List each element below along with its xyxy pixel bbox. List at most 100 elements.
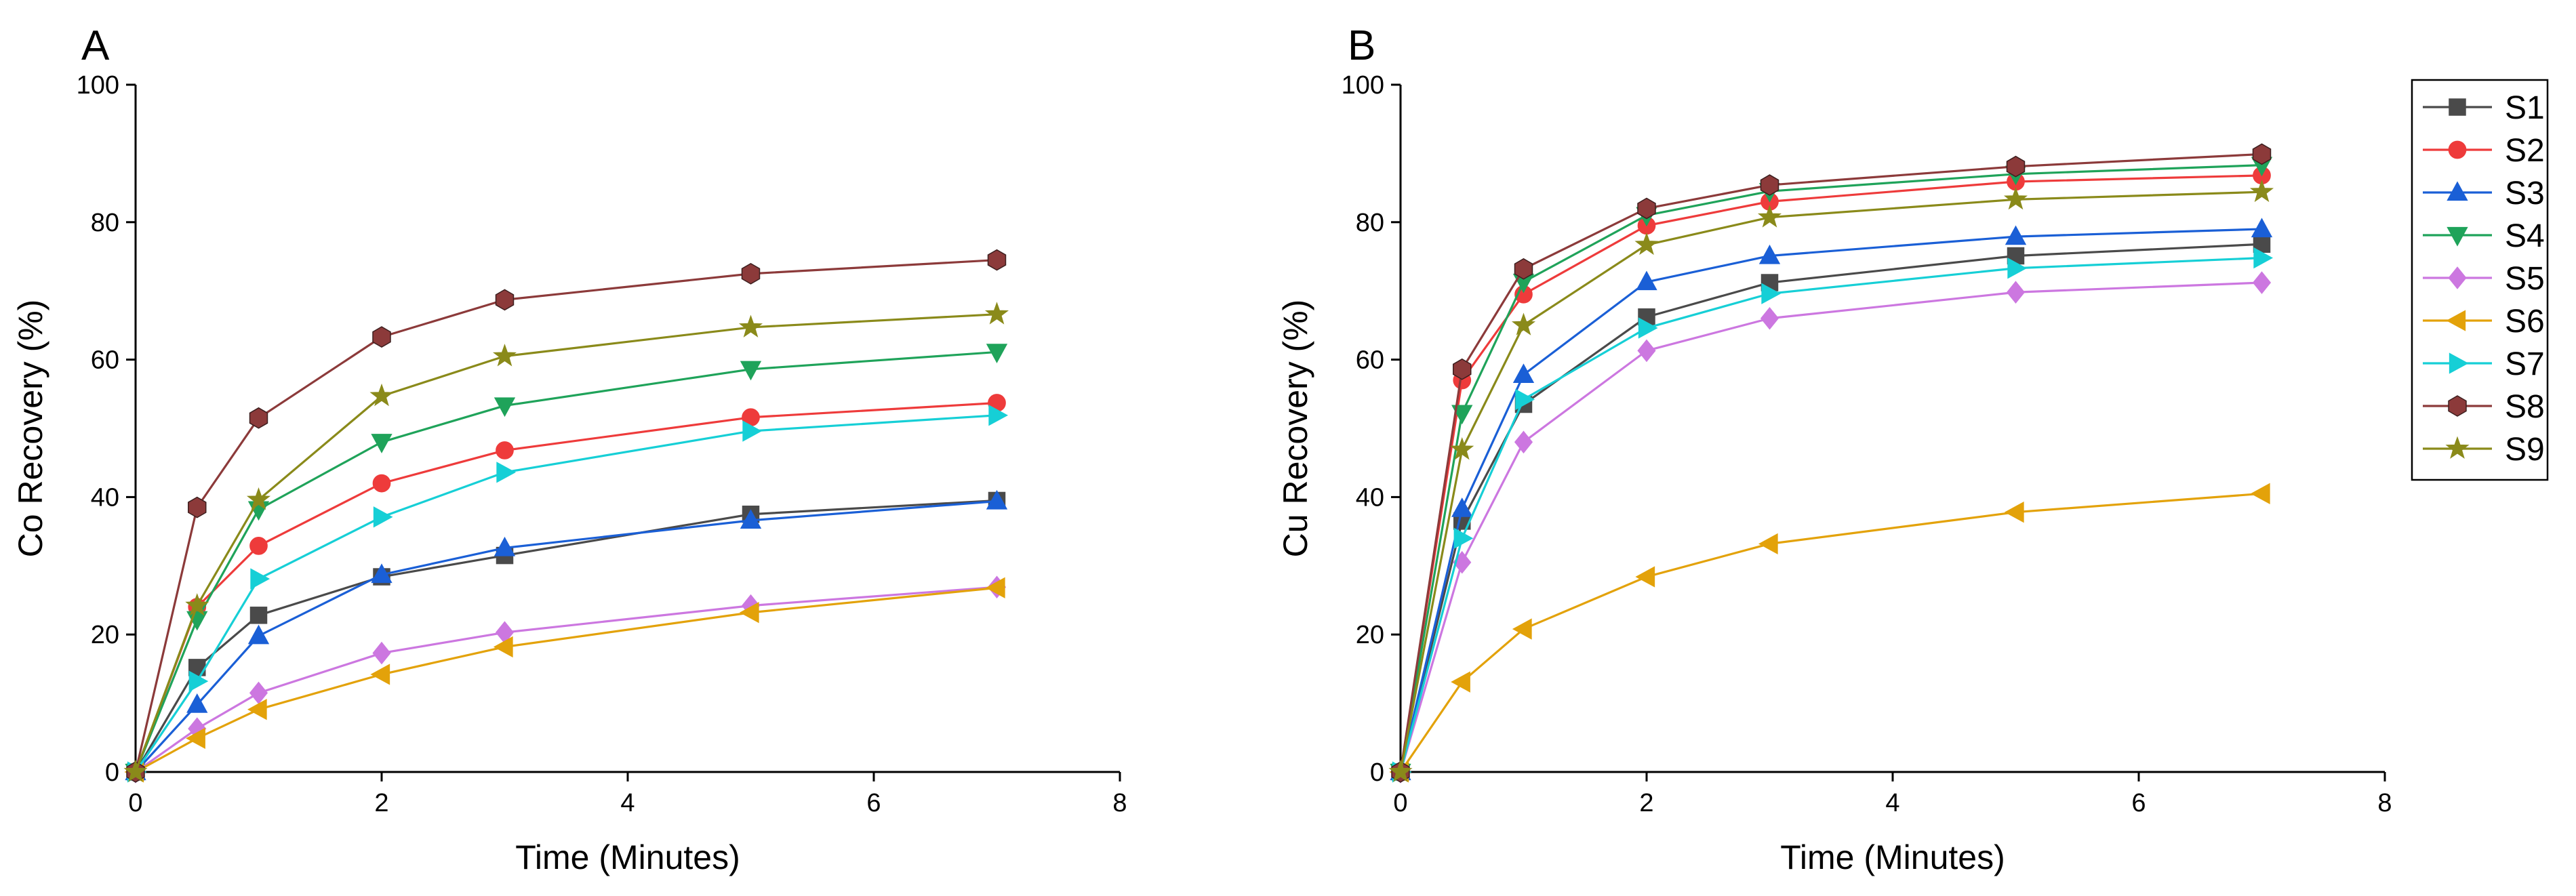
data-point-s3	[986, 489, 1008, 510]
legend-marker-s7	[2449, 352, 2469, 374]
data-point-s7	[373, 506, 393, 528]
data-point-s2	[372, 474, 391, 493]
legend-label: S2	[2505, 133, 2545, 169]
x-tick-label: 2	[1639, 789, 1653, 817]
data-point-s5	[1637, 339, 1656, 363]
data-point-s7	[1761, 283, 1782, 304]
legend-marker-s6	[2446, 310, 2466, 331]
legend-label: S1	[2505, 90, 2545, 126]
series-s3	[125, 489, 1008, 781]
data-point-s8	[1760, 174, 1779, 196]
legend-marker-s2	[2448, 140, 2467, 159]
series-line-s5	[1399, 281, 2262, 773]
series-line-s7	[1399, 256, 2262, 773]
legend-label: S3	[2505, 176, 2545, 211]
data-point-s6	[493, 636, 513, 658]
legend-label: S4	[2505, 218, 2545, 254]
data-point-s9	[246, 487, 271, 510]
data-point-s5	[2252, 271, 2272, 294]
data-point-s2	[496, 441, 514, 460]
series-s5	[1391, 271, 2272, 783]
legend-item-s8: S8	[2423, 389, 2545, 425]
y-axis-title: Cu Recovery (%)	[1276, 300, 1314, 558]
legend-box	[2411, 79, 2549, 481]
series-line-s3	[1399, 228, 2262, 773]
y-tick-label: 100	[77, 71, 119, 100]
y-tick-label: 0	[1370, 758, 1384, 787]
legend-label: S6	[2505, 304, 2545, 340]
data-point-s9	[984, 302, 1009, 325]
panel-label-a: A	[81, 22, 110, 69]
data-point-s5	[372, 641, 391, 665]
data-point-s3	[186, 693, 208, 713]
legend: S1 S2 S3 S4 S5 S6 S7 S8 S9	[2411, 79, 2549, 481]
data-point-s4	[494, 397, 516, 418]
data-point-s5	[1514, 430, 1533, 454]
y-tick-label: 20	[91, 621, 119, 649]
y-tick-label: 100	[1342, 71, 1384, 100]
data-point-s7	[988, 405, 1009, 426]
x-axis-title: Time (Minutes)	[515, 838, 740, 876]
data-point-s9	[738, 314, 763, 338]
y-tick-label: 0	[105, 758, 119, 787]
y-tick-label: 60	[91, 346, 119, 375]
series-s7	[127, 405, 1009, 783]
legend-marker-s1	[2449, 98, 2466, 116]
data-point-s8	[1453, 358, 1472, 380]
data-point-s1	[249, 607, 268, 624]
data-point-s3	[247, 624, 270, 645]
data-point-s7	[2253, 247, 2274, 269]
data-point-s7	[250, 568, 270, 590]
x-tick-label: 4	[1885, 789, 1899, 817]
legend-marker-s4	[2447, 226, 2468, 247]
data-point-s3	[1512, 363, 1535, 384]
x-tick-label: 0	[1393, 789, 1407, 817]
data-point-s7	[1515, 388, 1535, 411]
y-tick-label: 20	[1356, 621, 1384, 649]
data-point-s6	[985, 577, 1005, 598]
data-point-s9	[2249, 179, 2274, 203]
data-point-s3	[1636, 270, 1657, 291]
x-tick-label: 6	[2131, 789, 2146, 817]
y-tick-label: 60	[1356, 346, 1384, 375]
data-point-s6	[1512, 618, 1532, 640]
series-line-s8	[1399, 152, 2262, 773]
data-point-s7	[496, 462, 517, 483]
series-s9	[1388, 179, 2274, 782]
series-s2	[126, 394, 1006, 781]
data-point-s8	[1514, 258, 1533, 280]
data-point-s6	[1451, 671, 1470, 693]
data-point-s6	[186, 727, 205, 749]
data-point-s8	[188, 496, 207, 518]
data-point-s9	[1757, 205, 1782, 228]
data-point-s8	[987, 249, 1007, 271]
data-point-s9	[1634, 232, 1659, 256]
legend-marker-s3	[2447, 181, 2468, 201]
legend-item-s1: S1	[2423, 90, 2545, 126]
data-point-s8	[1637, 197, 1656, 220]
legend-item-s6: S6	[2423, 304, 2545, 340]
legend-label: S7	[2505, 346, 2545, 382]
legend-item-s7: S7	[2423, 346, 2545, 382]
data-point-s3	[1758, 244, 1781, 264]
x-tick-label: 0	[128, 789, 142, 817]
data-point-s7	[742, 420, 763, 442]
legend-item-s3: S3	[2423, 176, 2545, 211]
data-point-s9	[1511, 312, 1536, 335]
data-point-s3	[740, 509, 762, 529]
data-point-s6	[1758, 533, 1778, 555]
x-tick-label: 6	[866, 789, 881, 817]
legend-label: S5	[2505, 261, 2545, 297]
data-point-s4	[1451, 405, 1473, 425]
series-s3	[1390, 218, 2273, 781]
data-point-s9	[1450, 437, 1474, 460]
x-tick-label: 8	[2377, 789, 2392, 817]
legend-label: S8	[2505, 389, 2545, 425]
data-point-s3	[494, 536, 516, 556]
data-point-s7	[2007, 258, 2028, 279]
data-point-s3	[2005, 225, 2027, 245]
data-point-s5	[1760, 306, 1779, 330]
